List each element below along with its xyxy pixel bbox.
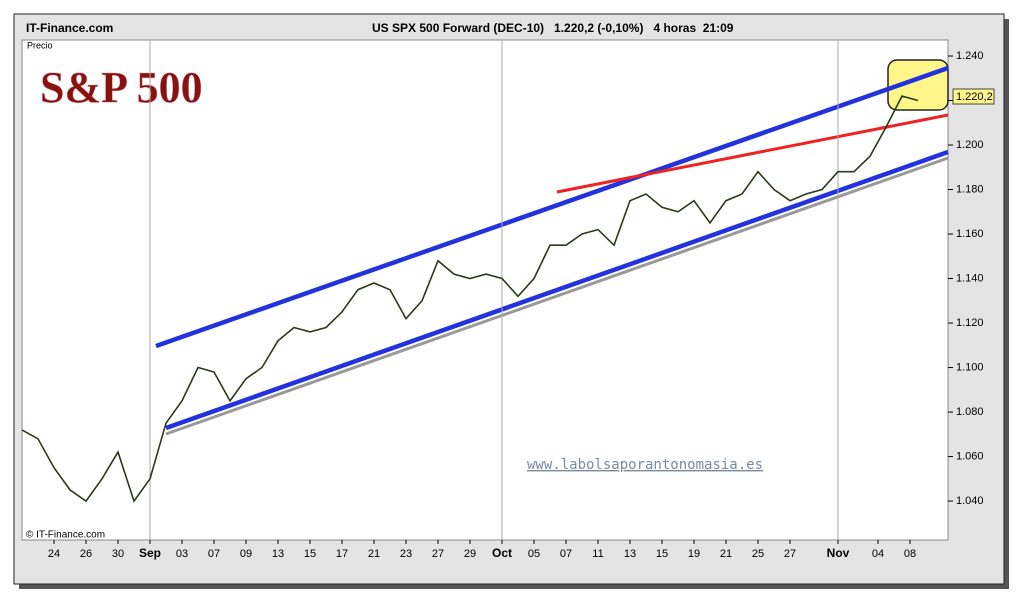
x-tick-label: 24 [48, 548, 60, 560]
y-tick-label: 1.180 [956, 183, 984, 195]
y-tick-label: 1.200 [956, 139, 984, 151]
y-tick-label: 1.160 [956, 228, 984, 240]
support-shadow [165, 156, 949, 436]
x-tick-label: 13 [624, 548, 636, 560]
y-tick-label: 1.040 [956, 495, 984, 507]
x-tick-label: 25 [752, 548, 764, 560]
x-tick-label: 05 [528, 548, 540, 560]
x-tick-label: 11 [592, 548, 603, 560]
y-tick-label: 1.140 [956, 272, 984, 284]
x-tick-label: 04 [872, 548, 884, 560]
y-tick-label: 1.060 [956, 450, 984, 462]
y-tick-label: 1.100 [956, 361, 984, 373]
resistance [556, 113, 949, 194]
x-tick-label: 07 [560, 548, 572, 560]
y-label: Precio [27, 40, 53, 50]
x-tick-label: 13 [272, 548, 284, 560]
x-tick-label: Nov [827, 546, 850, 560]
y-tick-label: 1.240 [956, 50, 984, 62]
title: US SPX 500 Forward (DEC-10) 1.220,2 (-0,… [372, 21, 734, 35]
x-tick-label: 07 [208, 548, 220, 560]
x-tick-label: 21 [720, 548, 732, 560]
x-tick-label: 21 [368, 548, 380, 560]
x-tick-label: 19 [688, 548, 700, 560]
x-tick-label: 09 [240, 548, 252, 560]
upper-channel [155, 65, 949, 349]
x-tick-label: 26 [80, 548, 92, 560]
last-price-box [952, 88, 995, 105]
headline: S&P 500 [40, 63, 203, 112]
last-price: 1.220,2 [956, 91, 993, 103]
watermark: www.labolsaporantonomasia.es [527, 457, 763, 473]
y-tick-label: 1.120 [956, 317, 984, 329]
x-tick-label: 23 [400, 548, 412, 560]
lower-channel [165, 149, 949, 431]
x-tick-label: 08 [904, 548, 916, 560]
x-tick-label: 27 [432, 548, 444, 560]
x-tick-label: 30 [112, 548, 124, 560]
price-line [21, 95, 919, 503]
y-tick-label: 1.080 [956, 406, 984, 418]
x-tick-label: 29 [464, 548, 476, 560]
x-tick-label: 17 [336, 548, 348, 560]
x-tick-label: 15 [304, 548, 316, 560]
x-tick-label: 15 [656, 548, 668, 560]
x-tick-label: 03 [176, 548, 188, 560]
x-tick-label: 27 [784, 548, 796, 560]
site: IT-Finance.com [26, 21, 113, 35]
x-tick-label: Sep [139, 546, 161, 560]
x-tick-label: Oct [492, 546, 512, 560]
copyright: © IT-Finance.com [26, 530, 105, 541]
